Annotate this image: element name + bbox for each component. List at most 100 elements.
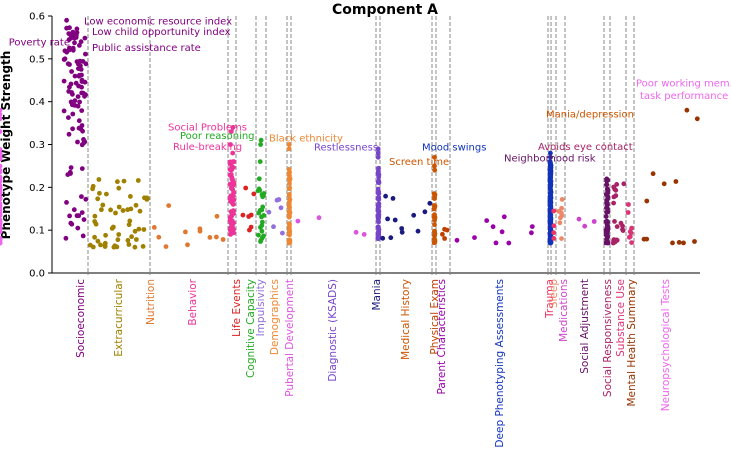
data-point-parent-characteristics — [529, 224, 535, 230]
annotation-neighborhood-risk: Neighborhood risk — [504, 153, 596, 164]
data-point-extracurricular — [102, 243, 108, 248]
data-point-demographics — [286, 142, 292, 147]
data-point-socioeconomic — [81, 137, 86, 142]
x-label-neuropsychological-tests: Neuropsychological Tests — [660, 279, 672, 411]
data-point-social-responsiveness — [613, 193, 619, 199]
data-point-diagnostic-ksads — [376, 180, 382, 186]
data-point-cognitive-capacity — [257, 159, 263, 165]
data-point-social-adjustment — [605, 225, 611, 231]
data-point-socioeconomic — [75, 103, 81, 109]
data-point-diagnostic-ksads — [376, 219, 381, 225]
data-point-mania — [399, 229, 405, 235]
x-label-social-responsiveness: Social Responsiveness — [602, 279, 614, 397]
data-point-extracurricular — [103, 232, 108, 238]
x-label-nutrition: Nutrition — [145, 279, 157, 325]
data-point-neuropsychological-tests — [0, 204, 3, 209]
data-point-impulsivity — [276, 197, 282, 202]
data-point-socioeconomic — [69, 34, 75, 40]
chart-title: Component A — [332, 2, 438, 18]
data-point-mental-health-summary — [670, 240, 675, 246]
annotation-task-performance: task performance — [640, 91, 728, 102]
data-point-extracurricular — [92, 213, 98, 219]
data-point-extracurricular — [95, 196, 101, 202]
data-point-behavior — [228, 129, 234, 135]
data-point-parent-characteristics — [529, 230, 534, 236]
data-point-neuropsychological-tests — [0, 147, 3, 152]
data-point-pubertal-development — [361, 232, 367, 237]
x-label-substance-use: Substance Use — [615, 279, 627, 357]
data-point-socioeconomic — [75, 139, 80, 145]
data-point-extracurricular — [120, 208, 126, 213]
data-point-deep-phenotyping-assessments — [548, 150, 553, 156]
data-point-extracurricular — [115, 237, 121, 243]
data-point-pubertal-development — [316, 215, 322, 221]
data-point-demographics — [286, 221, 292, 227]
data-point-diagnostic-ksads — [375, 154, 381, 160]
data-point-nutrition — [207, 235, 213, 240]
data-point-diagnostic-ksads — [376, 228, 381, 234]
data-point-extracurricular — [133, 202, 139, 208]
data-point-mental-health-summary — [673, 179, 679, 184]
category-separators — [87, 16, 635, 275]
data-point-extracurricular — [140, 244, 146, 249]
data-point-social-responsiveness — [614, 224, 620, 230]
data-point-socioeconomic — [64, 200, 69, 205]
data-point-socioeconomic — [80, 233, 86, 239]
data-point-life-events — [246, 214, 252, 219]
y-axis-label: Phenotype Weight Strength — [0, 51, 13, 240]
data-point-extracurricular — [134, 237, 139, 242]
data-point-socioeconomic — [66, 115, 71, 120]
annotation-poverty-rate: Poverty rate — [9, 38, 70, 49]
data-point-nutrition — [156, 234, 162, 240]
data-point-diagnostic-ksads — [375, 190, 381, 196]
data-point-social-adjustment — [604, 232, 609, 238]
x-label-trauma: Trauma — [544, 279, 556, 319]
data-point-demographics — [287, 210, 293, 216]
x-label-deep-phenotyping-assessments: Deep Phenotyping Assessments — [494, 279, 506, 448]
x-axis-category-labels: Socioeconomic Extracurricular Nutrition Beh… — [75, 278, 672, 447]
data-point-mental-health-summary — [676, 240, 682, 245]
data-point-extracurricular — [137, 208, 143, 214]
data-point-extracurricular — [96, 177, 102, 182]
data-point-extracurricular — [128, 206, 134, 212]
data-point-sleep — [559, 205, 564, 211]
data-point-diagnostic-ksads — [376, 165, 381, 171]
data-point-socioeconomic — [67, 169, 73, 175]
data-point-demographics — [287, 239, 293, 244]
data-point-nutrition — [166, 203, 172, 209]
annotation-poor-working-mem: Poor working mem. — [636, 78, 731, 89]
data-point-life-events — [248, 224, 254, 230]
data-point-mania — [383, 193, 388, 199]
data-point-behavior — [229, 166, 234, 172]
data-point-social-responsiveness — [611, 200, 616, 206]
data-point-neuropsychological-tests — [0, 163, 3, 169]
data-point-nutrition — [197, 226, 203, 232]
data-point-impulsivity — [266, 209, 272, 215]
y-tick-label: 0.2 — [29, 183, 45, 194]
data-point-neuropsychological-tests — [0, 218, 3, 224]
data-point-pubertal-development — [295, 218, 301, 224]
annotation-social-problems: Social Problems — [168, 123, 247, 134]
data-point-behavior — [231, 180, 237, 186]
data-point-socioeconomic — [70, 29, 76, 35]
data-point-neuropsychological-tests — [0, 129, 3, 134]
data-point-neuropsychological-tests — [0, 189, 3, 195]
data-point-socioeconomic — [79, 84, 84, 90]
annotation-public-assistance-rate: Public assistance rate — [92, 43, 201, 54]
data-point-medical-history — [432, 154, 437, 160]
data-point-medical-history — [432, 222, 437, 228]
data-point-socioeconomic — [70, 111, 76, 117]
data-point-socioeconomic — [66, 31, 72, 36]
data-point-extracurricular — [92, 234, 97, 240]
data-point-nutrition — [163, 244, 169, 250]
x-label-pubertal-development: Pubertal Development — [284, 279, 296, 397]
data-point-extracurricular — [112, 243, 118, 249]
data-point-mania — [399, 226, 405, 231]
data-point-medical-history — [431, 203, 437, 208]
data-point-medical-history — [431, 240, 437, 246]
x-label-life-events: Life Events — [231, 279, 243, 337]
y-tick-label: 0.1 — [29, 226, 45, 237]
data-point-social-adjustment — [604, 239, 610, 244]
data-point-socioeconomic — [72, 40, 77, 46]
data-point-extracurricular — [115, 179, 120, 185]
